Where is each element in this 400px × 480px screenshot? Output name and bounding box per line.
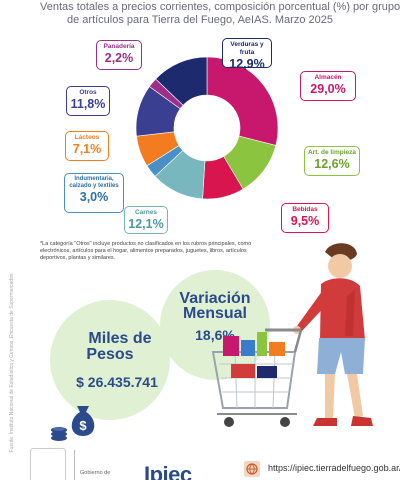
slice-label-limpieza: Art. de limpieza 12,6%: [304, 146, 360, 176]
variation-title-line2: Mensual: [182, 305, 247, 322]
slice-verduras-y-fruta: [155, 56, 208, 106]
footnote: *La categoría "Otros" incluye productos …: [40, 241, 252, 261]
ipiec-logo: Ipiec: [144, 462, 192, 480]
sales-title-line1: Miles de: [88, 330, 152, 347]
donut-chart: [135, 56, 279, 200]
slice-label-indumentaria: Indumentaria, calzado y textiles 3,0%: [64, 173, 124, 213]
gov-text: Gobierno de: [80, 470, 111, 476]
slice-label-panaderia: Panadería 2,2%: [96, 40, 142, 70]
slice-label-otros: Otros 11,8%: [66, 86, 110, 116]
gov-emblem: [30, 448, 66, 480]
slice-label-lacteos: Lácteos 7,1%: [65, 131, 109, 161]
chart-title-line1: Ventas totales a precios corrientes, com…: [40, 1, 400, 13]
slice-label-verduras: Verduras y fruta 12,9%: [222, 38, 272, 71]
globe-icon: [244, 461, 260, 477]
coins-icon: [51, 427, 67, 441]
slice-label-almacen: Almacén 29,0%: [300, 71, 356, 101]
sales-title-line2: Pesos: [86, 346, 134, 363]
chart-title-line2: de artículos para Tierra del Fuego, AeIA…: [67, 14, 333, 26]
shopper-illustration: [211, 243, 373, 427]
sales-bubble: [50, 300, 170, 420]
source-note: Fuente: Instituto Nacional de Estadístic…: [9, 273, 15, 453]
svg-text:$: $: [79, 418, 87, 433]
slice-label-carnes: Carnes 12,1%: [124, 206, 168, 234]
sales-value: $ 26.435.741: [76, 374, 158, 390]
website-link[interactable]: https://ipiec.tierradelfuego.gob.ar/: [268, 463, 400, 473]
money-bag-icon: $: [71, 406, 95, 436]
slice-label-bebidas: Bebidas 9,5%: [281, 203, 329, 233]
footer: Gobierno de Ipiec: [0, 440, 400, 480]
footer-divider: [74, 450, 75, 480]
variation-title-line1: Variación: [179, 290, 251, 307]
